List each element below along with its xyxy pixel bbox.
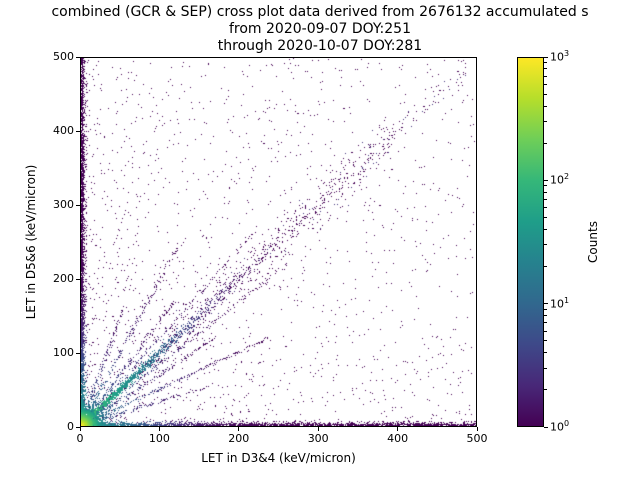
colorbar-minor-tick [544, 266, 547, 268]
colorbar-minor-tick [544, 142, 547, 144]
y-tick-label: 400 [53, 124, 74, 137]
x-tick [79, 427, 81, 431]
chart-subtitle-from: from 2020-09-07 DOY:251 [228, 21, 411, 37]
colorbar-tick [544, 303, 548, 305]
y-tick [76, 130, 80, 132]
y-axis-label: LET in D5&6 (keV/micron) [24, 164, 38, 320]
colorbar-label: Counts [586, 221, 600, 263]
colorbar-minor-tick [544, 62, 547, 64]
colorbar-minor-tick [544, 308, 547, 310]
colorbar-minor-tick [544, 207, 547, 209]
chart-subtitle-through: through 2020-10-07 DOY:281 [217, 38, 423, 54]
colorbar-minor-tick [544, 68, 547, 70]
colorbar-tick-label: 102 [550, 172, 570, 187]
colorbar-minor-tick [544, 315, 547, 317]
x-tick [317, 427, 319, 431]
y-tick [76, 426, 80, 428]
y-tick-label: 0 [67, 420, 74, 433]
y-tick-label: 300 [53, 198, 74, 211]
colorbar [517, 57, 544, 427]
colorbar-minor-tick [544, 244, 547, 246]
chart-title: combined (GCR & SEP) cross plot data der… [51, 4, 589, 20]
y-tick [76, 278, 80, 280]
colorbar-tick [544, 179, 548, 181]
colorbar-minor-tick [544, 105, 547, 107]
y-tick-label: 100 [53, 346, 74, 359]
colorbar-tick-label: 100 [550, 419, 570, 434]
x-tick [238, 427, 240, 431]
x-tick-label: 300 [307, 432, 329, 445]
colorbar-minor-tick [544, 352, 547, 354]
colorbar-minor-tick [544, 185, 547, 187]
colorbar-minor-tick [544, 322, 547, 324]
y-tick [76, 352, 80, 354]
y-tick [76, 56, 80, 58]
colorbar-minor-tick [544, 83, 547, 85]
x-tick [158, 427, 160, 431]
x-tick [397, 427, 399, 431]
colorbar-minor-tick [544, 216, 547, 218]
x-tick-label: 0 [76, 432, 84, 445]
x-tick-label: 100 [148, 432, 170, 445]
colorbar-minor-tick [544, 228, 547, 230]
colorbar-minor-tick [544, 389, 547, 391]
x-axis-label: LET in D3&4 (keV/micron) [201, 451, 356, 465]
colorbar-minor-tick [544, 93, 547, 95]
colorbar-tick [544, 426, 548, 428]
colorbar-minor-tick [544, 340, 547, 342]
colorbar-minor-tick [544, 330, 547, 332]
colorbar-tick-label: 103 [550, 49, 570, 64]
y-tick [76, 204, 80, 206]
x-tick-label: 400 [387, 432, 409, 445]
colorbar-minor-tick [544, 75, 547, 77]
colorbar-minor-tick [544, 120, 547, 122]
x-tick [476, 427, 478, 431]
plot-area [80, 57, 477, 427]
y-tick-label: 200 [53, 272, 74, 285]
x-tick-label: 200 [228, 432, 250, 445]
x-tick-label: 500 [466, 432, 488, 445]
scatter-canvas [81, 58, 476, 426]
colorbar-minor-tick [544, 191, 547, 193]
colorbar-tick [544, 56, 548, 58]
y-tick-label: 500 [53, 50, 74, 63]
colorbar-minor-tick [544, 367, 547, 369]
colorbar-minor-tick [544, 198, 547, 200]
colorbar-tick-label: 101 [550, 295, 570, 311]
